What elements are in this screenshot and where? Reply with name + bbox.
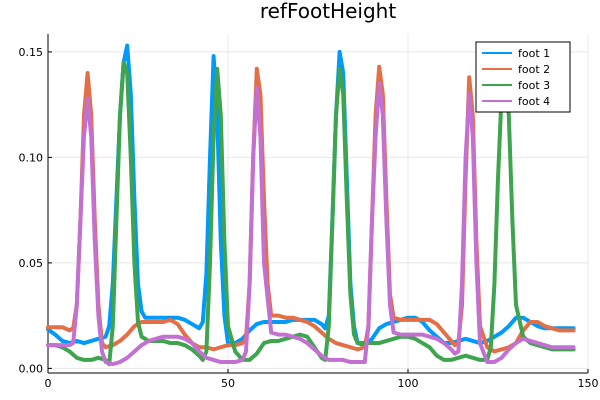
series-line-4 (46, 81, 576, 367)
x-tick-label: 150 (578, 377, 599, 390)
y-tick-label: 0.00 (19, 362, 44, 375)
legend-label: foot 1 (518, 47, 550, 60)
legend-label: foot 3 (518, 79, 550, 92)
legend-label: foot 4 (518, 95, 550, 108)
x-tick-label: 100 (398, 377, 419, 390)
y-tick-label: 0.10 (19, 151, 44, 164)
y-tick-label: 0.05 (19, 257, 44, 270)
series-lines (46, 43, 576, 367)
tick-labels: 0 50 100 150 0.00 0.05 0.10 0.15 (19, 46, 599, 390)
legend-label: foot 2 (518, 63, 550, 76)
axes (47, 34, 588, 374)
x-tick-label: 0 (45, 377, 52, 390)
legend: foot 1 foot 2 foot 3 foot 4 (475, 41, 571, 113)
y-tick-label: 0.15 (19, 46, 44, 59)
legend-items: foot 1 foot 2 foot 3 foot 4 (482, 47, 550, 108)
series-line-1 (46, 43, 576, 348)
x-tick-label: 50 (221, 377, 235, 390)
chart-title: refFootHeight (260, 0, 397, 23)
series-line-3 (46, 60, 576, 367)
